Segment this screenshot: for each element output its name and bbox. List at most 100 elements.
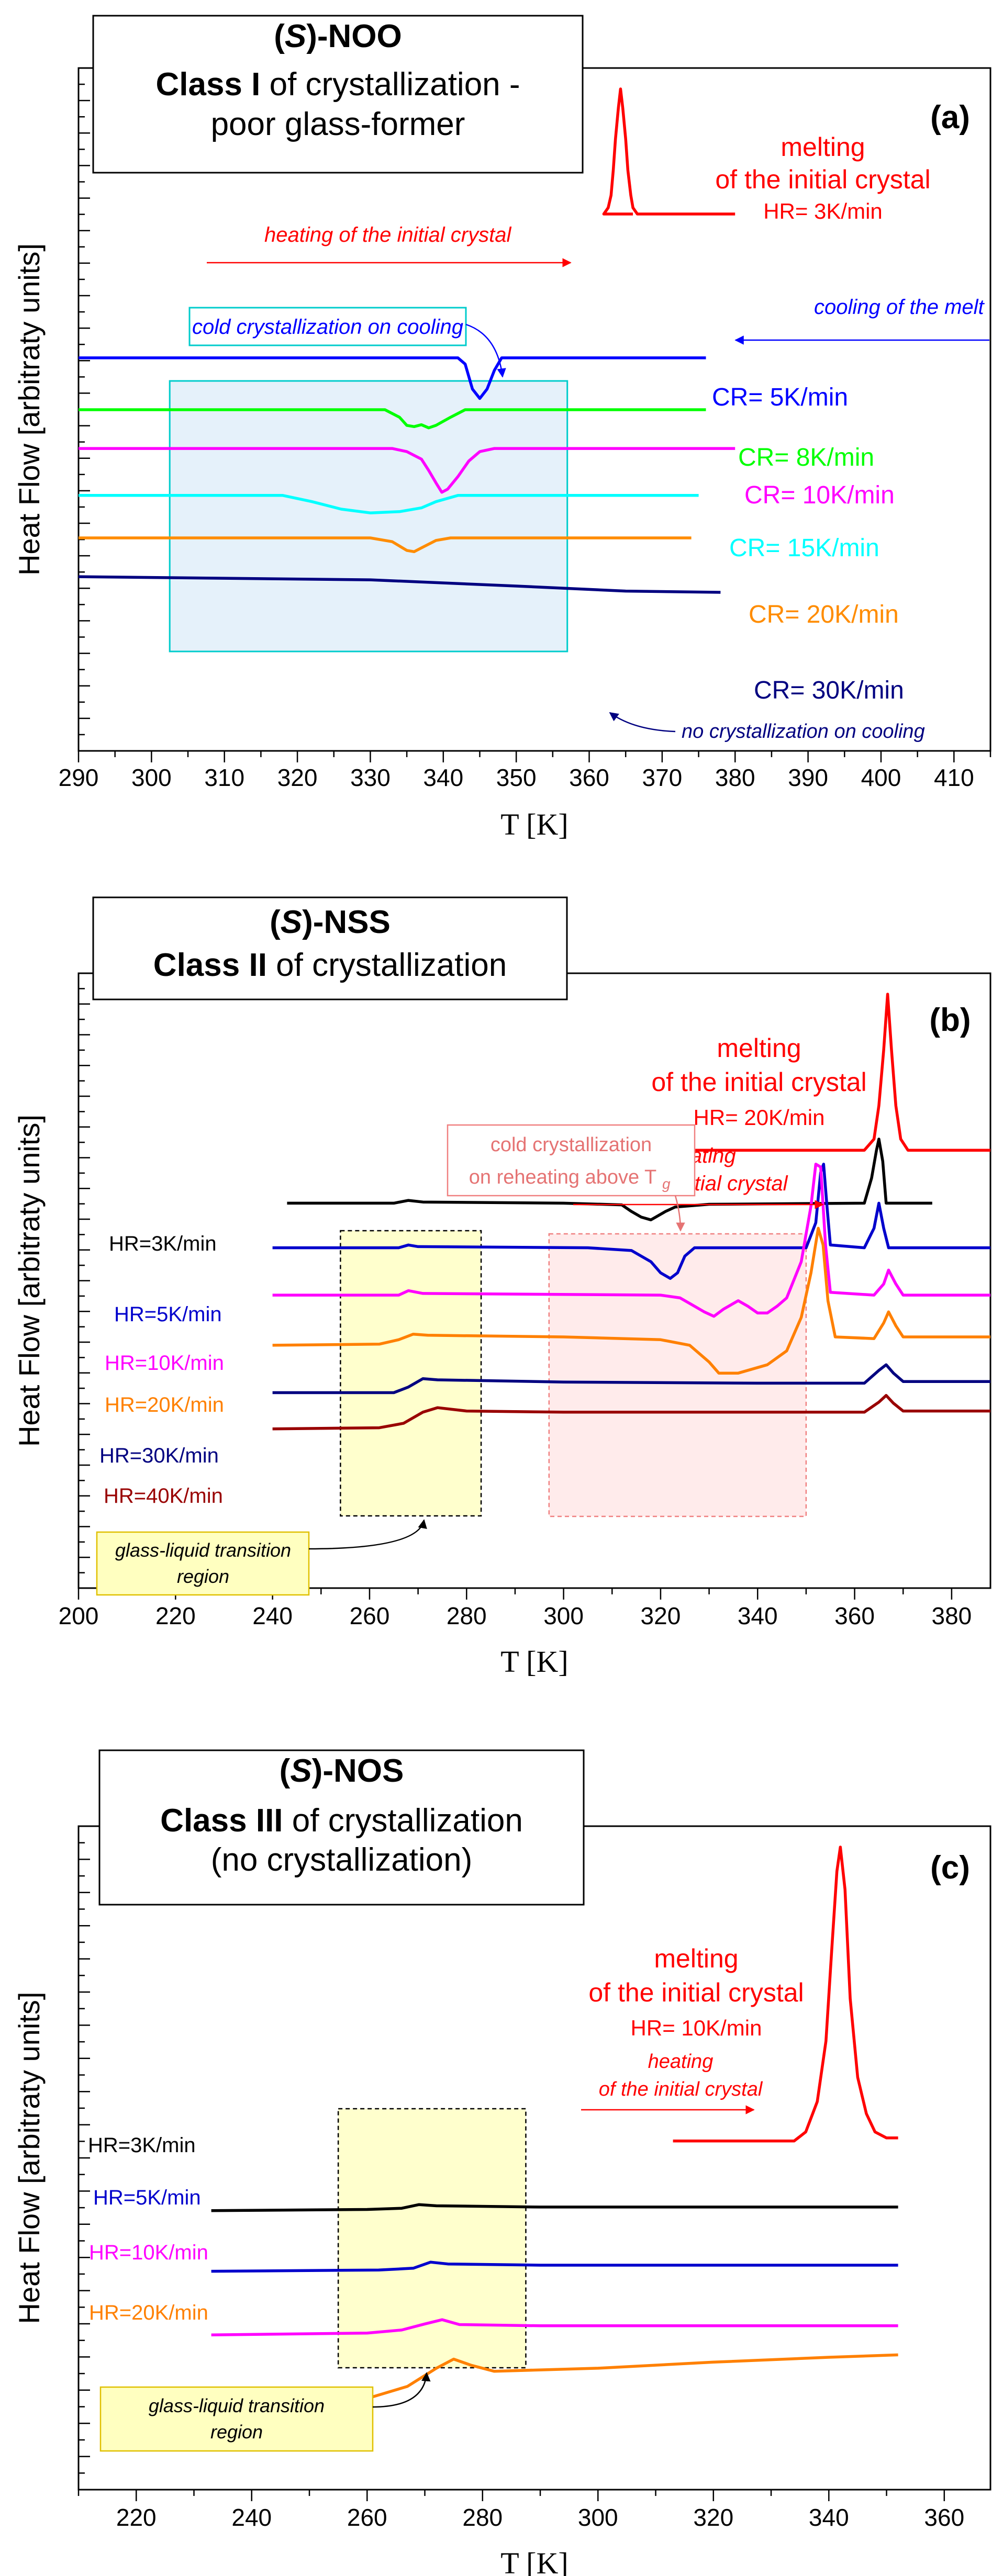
x-tick-label: 400: [861, 764, 901, 791]
annotation-arrow: [609, 712, 676, 733]
series-label: HR=30K/min: [99, 1444, 219, 1467]
annotation-text: HR= 10K/min: [631, 2016, 762, 2040]
chart-panel-2: 200 220 240 260 280 300 320 340 360 380 T [K] Heat …: [13, 896, 991, 1679]
cold-crystallization-region: [169, 380, 569, 653]
y-axis-label: Heat Flow [arbitraty units]: [13, 243, 46, 576]
x-tick-label: 350: [496, 764, 537, 791]
x-tick-label: 260: [347, 2504, 387, 2531]
title-line: (S)-NOO: [274, 18, 402, 54]
x-axis-label: T [K]: [500, 807, 568, 841]
series-line: [211, 2318, 898, 2336]
x-tick-label: 310: [204, 764, 244, 791]
x-tick-label: 320: [693, 2504, 733, 2531]
title-box: [98, 1749, 585, 1906]
x-tick-label: 340: [423, 764, 463, 791]
x-tick-label: 360: [924, 2504, 964, 2531]
x-tick-label: 370: [642, 764, 683, 791]
title-italic: S: [281, 904, 302, 940]
annotation-text: g: [662, 1176, 671, 1192]
series-label: CR= 5K/min: [712, 384, 848, 411]
series-line: [272, 1227, 990, 1375]
title-class: Class III: [160, 1803, 283, 1839]
series-line: [272, 1163, 990, 1318]
x-tick-label: 300: [578, 2504, 618, 2531]
annotation-text: region: [210, 2421, 263, 2443]
series-line: [563, 993, 990, 1152]
title-line: (S)-NOS: [280, 1753, 404, 1789]
series-line: [79, 408, 706, 430]
series-label: HR=20K/min: [89, 2301, 208, 2324]
x-tick-label: 380: [715, 764, 755, 791]
x-tick-label: 280: [447, 1602, 487, 1629]
x-tick-label: 320: [277, 764, 318, 791]
x-axis-label: T [K]: [500, 1645, 568, 1679]
title-name: )-NOO: [306, 18, 402, 54]
x-axis-label: T [K]: [500, 2546, 568, 2576]
x-tick-label: 240: [252, 1602, 293, 1629]
annotation-text: melting: [717, 1033, 801, 1063]
annotation-arrow: [372, 2372, 431, 2408]
series-label: CR= 20K/min: [749, 601, 899, 628]
x-tick-label: 410: [934, 764, 974, 791]
title-class: Class I: [155, 66, 260, 103]
series-line: [79, 536, 692, 554]
annotation-text: melting: [781, 132, 865, 162]
series-line: [272, 1363, 990, 1394]
chart-panel-3: 220 240 260 280 300 320 340 360 T [K] Heat Flow […: [13, 1749, 991, 2576]
x-tick-label: 240: [231, 2504, 272, 2531]
title-paren: (: [270, 904, 281, 940]
panel-label: (a): [930, 99, 970, 136]
x-tick-label: 380: [931, 1602, 972, 1629]
annotation-box: [188, 307, 467, 346]
x-tick-label: 300: [543, 1602, 584, 1629]
annotation-text: region: [177, 1566, 229, 1587]
series-label: HR=3K/min: [88, 2134, 196, 2157]
series-line: [79, 447, 735, 494]
cold-crystallization-region: [548, 1233, 807, 1517]
x-tick-label: 340: [738, 1602, 778, 1629]
series-label: HR=3K/min: [109, 1232, 217, 1255]
series-label: HR=10K/min: [105, 1352, 224, 1375]
annotation-text: glass-liquid transition: [149, 2395, 325, 2416]
series-label: HR=20K/min: [105, 1393, 224, 1416]
x-tick-label: 220: [155, 1602, 196, 1629]
series-line: [211, 2203, 898, 2212]
annotation-text: of the initial crystal: [599, 2078, 763, 2100]
series-line: [287, 1138, 932, 1222]
title-paren: (: [274, 18, 285, 54]
title-box: [92, 896, 568, 1000]
annotation-text: HR= 3K/min: [763, 199, 883, 223]
title-class: Class II: [153, 947, 267, 983]
x-tick-label: 320: [641, 1602, 681, 1629]
series-line: [79, 494, 699, 514]
annotation-arrow: [308, 1519, 427, 1550]
annotation-box: [99, 2386, 374, 2452]
title-line: (no crystallization): [211, 1842, 473, 1878]
annotation-text: heating: [648, 2051, 714, 2073]
series-label: CR= 30K/min: [754, 677, 904, 704]
chart-panel-1: 290 300 310 320 330 340 350 360 370 380 390 400 410 T…: [13, 15, 991, 841]
x-tick-label: 360: [569, 764, 609, 791]
title-paren: (: [280, 1753, 291, 1789]
y-axis-label: Heat Flow [arbitraty units]: [13, 1115, 46, 1447]
title-rest: of crystallization: [267, 947, 507, 983]
annotation-text: cooling of the melt: [814, 296, 985, 319]
annotation-text: of the initial crystal: [588, 1978, 804, 2007]
x-tick-label: 330: [350, 764, 391, 791]
annotation-text: HR= 20K/min: [694, 1105, 825, 1130]
annotation-text: glass-liquid transition: [115, 1539, 291, 1561]
title-line: (S)-NSS: [270, 904, 391, 940]
panel-label: (c): [930, 1850, 970, 1886]
x-tick-label: 390: [788, 764, 828, 791]
x-tick-label: 260: [350, 1602, 390, 1629]
annotation-arrow: [465, 323, 506, 378]
title-italic: S: [285, 18, 306, 54]
annotation-text: no crystallization on cooling: [682, 721, 925, 743]
title-rest: of crystallization -: [260, 66, 520, 103]
title-line: Class III of crystallization: [160, 1803, 523, 1839]
series-line: [272, 1163, 990, 1280]
x-tick-label: 360: [834, 1602, 875, 1629]
series-label: HR=5K/min: [114, 1303, 222, 1326]
annotation-text: cold crystallization on cooling: [192, 316, 463, 339]
